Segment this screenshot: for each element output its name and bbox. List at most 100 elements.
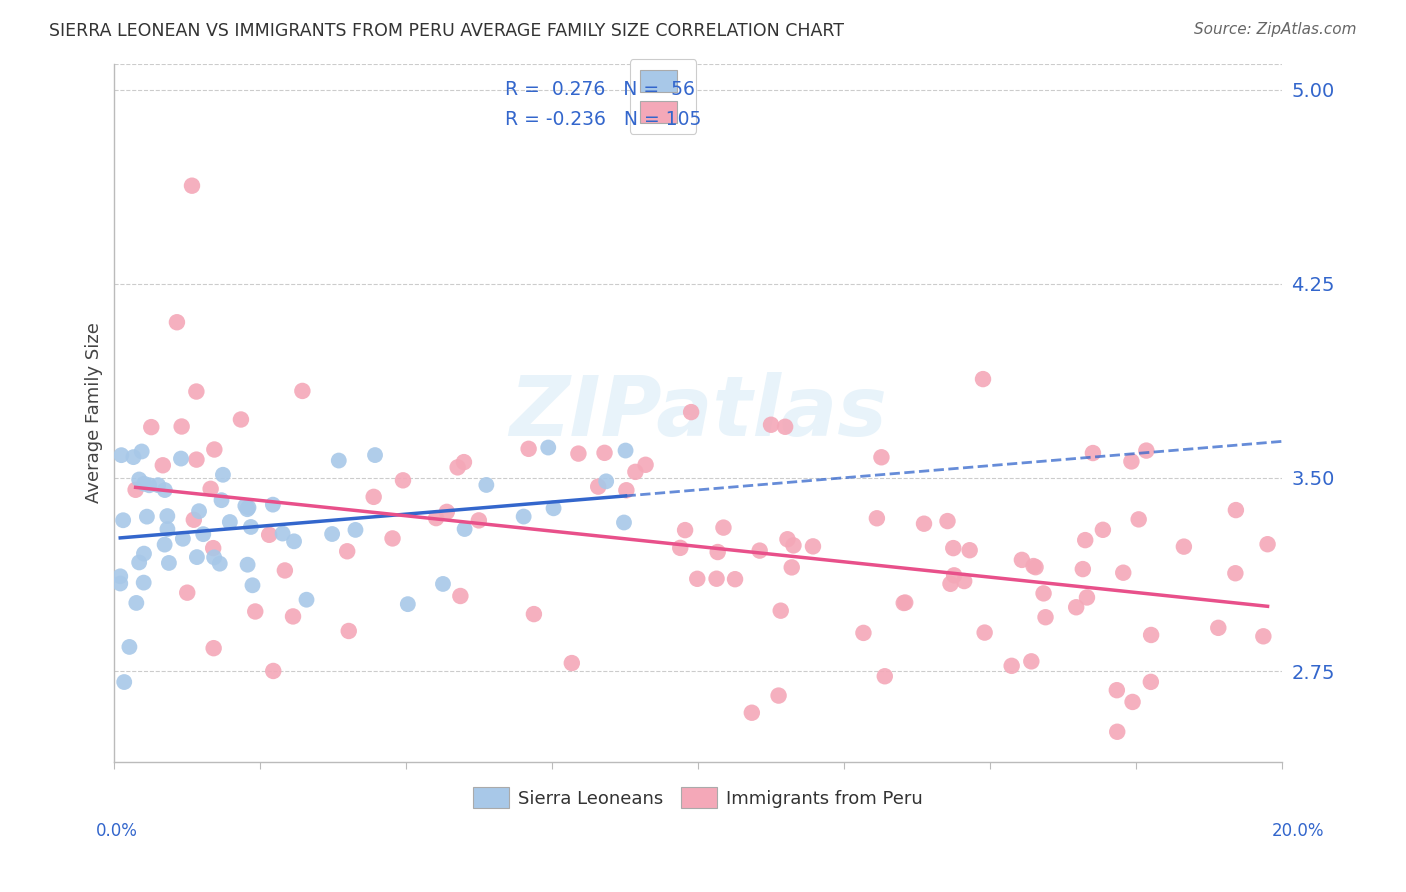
Point <box>1122 695 1144 709</box>
Point <box>724 572 747 586</box>
Point <box>245 605 267 619</box>
Point <box>141 420 163 434</box>
Point <box>153 538 176 552</box>
Text: 20.0%: 20.0% <box>1272 822 1324 840</box>
Point <box>776 533 799 547</box>
Point <box>364 448 387 462</box>
Point <box>759 417 782 432</box>
Point <box>363 490 385 504</box>
Point <box>281 609 304 624</box>
Point <box>122 450 145 464</box>
Text: R = -0.236   N = 105: R = -0.236 N = 105 <box>505 111 702 129</box>
Point <box>202 550 225 565</box>
Point <box>673 523 696 537</box>
Point <box>156 522 179 536</box>
Point <box>186 550 208 565</box>
Point <box>124 483 146 497</box>
Text: ZIPatlas: ZIPatlas <box>509 373 887 453</box>
Point <box>624 465 647 479</box>
Point <box>706 572 728 586</box>
Point <box>1173 540 1195 554</box>
Point <box>336 544 359 558</box>
Point <box>1225 566 1247 581</box>
Point <box>236 558 259 572</box>
Point <box>686 572 709 586</box>
Point <box>135 509 157 524</box>
Point <box>242 578 264 592</box>
Point <box>681 405 703 419</box>
Point <box>866 511 889 525</box>
Point <box>321 527 343 541</box>
Text: SIERRA LEONEAN VS IMMIGRANTS FROM PERU AVERAGE FAMILY SIZE CORRELATION CHART: SIERRA LEONEAN VS IMMIGRANTS FROM PERU A… <box>49 22 844 40</box>
Point <box>172 532 194 546</box>
Point <box>188 504 211 518</box>
Point <box>1253 629 1275 643</box>
Text: 0.0%: 0.0% <box>96 822 138 840</box>
Point <box>453 522 475 536</box>
Point <box>1076 591 1098 605</box>
Point <box>1035 610 1057 624</box>
Point <box>183 513 205 527</box>
Point <box>449 589 471 603</box>
Point <box>873 669 896 683</box>
Point <box>1021 654 1043 668</box>
Point <box>768 689 790 703</box>
Point <box>134 476 156 491</box>
Point <box>1064 600 1087 615</box>
Point <box>208 557 231 571</box>
Point <box>523 607 546 621</box>
Point <box>396 597 419 611</box>
Point <box>586 480 609 494</box>
Point <box>595 475 617 489</box>
Point <box>274 564 297 578</box>
Point <box>1135 443 1157 458</box>
Point <box>1022 559 1045 574</box>
Point <box>212 467 235 482</box>
Point <box>936 514 959 528</box>
Text: Source: ZipAtlas.com: Source: ZipAtlas.com <box>1194 22 1357 37</box>
Point <box>972 372 994 386</box>
Point <box>1074 533 1097 548</box>
Point <box>153 483 176 497</box>
Point <box>1128 512 1150 526</box>
Point <box>138 478 160 492</box>
Point <box>229 412 252 426</box>
Point <box>1105 683 1128 698</box>
Point <box>156 509 179 524</box>
Point <box>613 516 636 530</box>
Point <box>870 450 893 465</box>
Point <box>381 532 404 546</box>
Point <box>218 515 240 529</box>
Point <box>337 624 360 638</box>
Point <box>973 625 995 640</box>
Point <box>170 451 193 466</box>
Point <box>943 568 966 582</box>
Point <box>202 541 225 556</box>
Point <box>669 541 692 555</box>
Point <box>942 541 965 555</box>
Point <box>128 556 150 570</box>
Point <box>432 577 454 591</box>
Point <box>616 483 638 498</box>
Point <box>713 520 735 534</box>
Point <box>329 784 352 798</box>
Point <box>1140 674 1163 689</box>
Point <box>1140 628 1163 642</box>
Point <box>748 543 770 558</box>
Point <box>614 443 637 458</box>
Point <box>110 569 132 583</box>
Point <box>166 315 188 329</box>
Point <box>1011 553 1033 567</box>
Point <box>239 520 262 534</box>
Point <box>453 455 475 469</box>
Point <box>186 384 208 399</box>
Point <box>238 500 260 515</box>
Point <box>295 592 318 607</box>
Point <box>782 538 804 552</box>
Point <box>235 499 257 513</box>
Point <box>271 526 294 541</box>
Point <box>512 509 534 524</box>
Point <box>328 453 350 467</box>
Point <box>912 516 935 531</box>
Point <box>953 574 976 588</box>
